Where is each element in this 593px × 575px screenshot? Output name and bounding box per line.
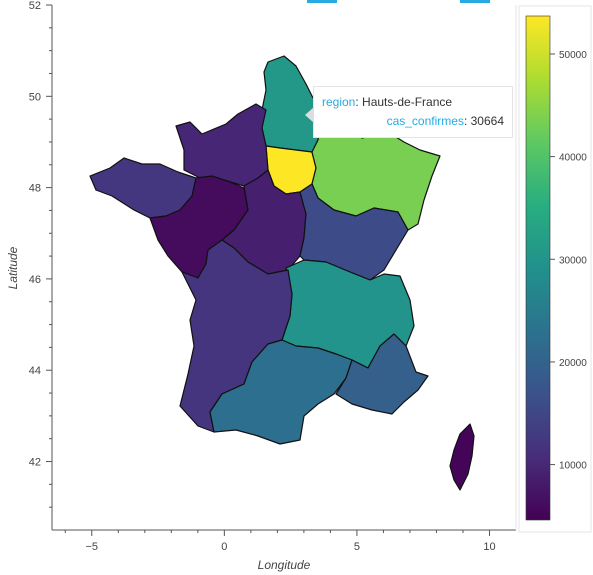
region-bourgogne-franche-comt-[interactable]: Bourgogne-Franche-Comté: 15800 — [299, 183, 409, 281]
tooltip-key-cases: cas_confirmes — [386, 114, 464, 128]
y-tick-label: 46 — [29, 274, 41, 286]
y-tick-label: 48 — [29, 183, 41, 195]
x-tick-label: 5 — [354, 541, 360, 553]
colorbar-tick-label: 10000 — [559, 461, 587, 472]
toolbar-indicator-right[interactable] — [460, 0, 490, 3]
y-tick-label: 44 — [29, 365, 41, 377]
y-tick-label: 50 — [29, 91, 41, 103]
axis-ticks: −5 0 5 10 42 44 46 48 50 52 — [29, 0, 496, 553]
region-provence-alpes-c-te-d-azur[interactable]: Provence-Alpes-Côte d'Azur: 19500 — [335, 333, 429, 415]
colorbar-tick-label: 30000 — [559, 255, 587, 266]
x-tick-label: 0 — [221, 541, 227, 553]
tooltip-value-cases: 30664 — [470, 114, 504, 128]
region-normandie[interactable]: Normandie: 9800 — [175, 103, 269, 187]
y-tick-label: 42 — [29, 457, 41, 469]
colorbar-tick-label: 50000 — [559, 50, 587, 61]
colorbar-tick-label: 20000 — [559, 358, 587, 369]
region-layer: Hauts-de-France: 30664Île-de-France: 537… — [89, 55, 475, 491]
x-tick-label: −5 — [85, 541, 98, 553]
region-corse[interactable]: Corse: 5200 — [449, 423, 475, 491]
colorbar-tick-label: 40000 — [559, 153, 587, 164]
region-occitanie[interactable]: Occitanie: 22500 — [209, 339, 353, 445]
tooltip-row-region: region: Hauts-de-France — [322, 95, 453, 109]
tooltip-arrow — [305, 107, 314, 123]
colorbar-ticks: 10000 20000 30000 40000 50000 — [550, 50, 587, 472]
region-hauts-de-france[interactable]: Hauts-de-France: 30664 — [261, 55, 321, 153]
x-tick-label: 10 — [483, 541, 495, 553]
toolbar-indicator-left[interactable] — [307, 0, 337, 3]
tooltip-row-cases: cas_confirmes: 30664 — [386, 114, 504, 128]
tooltip-key-region: region — [322, 95, 356, 109]
y-axis-title: Latitude — [6, 246, 20, 289]
y-tick-label: 52 — [29, 0, 41, 12]
tooltip-value-region: Hauts-de-France — [362, 95, 453, 109]
colorbar-gradient — [525, 15, 551, 521]
x-axis-title: Longitude — [258, 558, 311, 572]
hover-tooltip: region: Hauts-de-France cas_confirmes: 3… — [305, 86, 513, 138]
